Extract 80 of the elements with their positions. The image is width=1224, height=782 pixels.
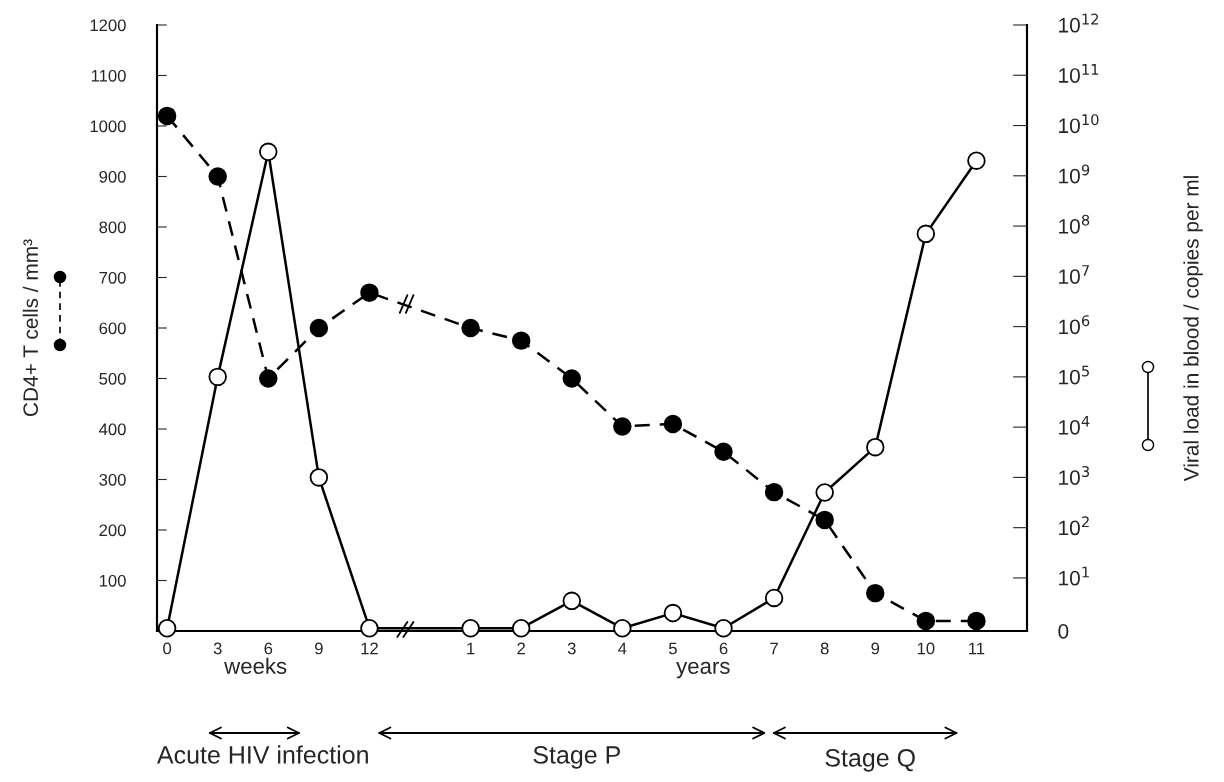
point: [461, 318, 480, 338]
text: Acute HIV infection: [156, 745, 368, 764]
y2-tick-label: 10$^{5}$: [1059, 365, 1089, 385]
y-tick-label: 200: [99, 524, 126, 537]
point: [916, 611, 936, 631]
point: [562, 369, 582, 388]
point: [714, 442, 733, 461]
text: Stage Q: [825, 749, 915, 772]
text: weeks: [224, 657, 287, 674]
point: [511, 618, 531, 638]
y2-tick-label: 10$^{8}$: [1059, 214, 1090, 234]
point: [208, 167, 227, 186]
point: [259, 142, 278, 162]
y2-tick-label: 10$^{10}$: [1059, 114, 1099, 134]
x-tick-label: 11: [969, 642, 985, 655]
x-tick-label: 3: [213, 642, 222, 655]
y2-tick-label: 0: [1058, 624, 1069, 639]
point: [511, 331, 531, 350]
x-tick-label: 3: [567, 642, 576, 655]
point: [208, 367, 227, 387]
y2-tick-label: 10$^{9}$: [1059, 164, 1090, 184]
y2-tick-label: 10$^{12}$: [1059, 13, 1099, 33]
y2-axis-title: Viral load in blood / copies per ml: [1183, 176, 1203, 482]
text: years: [676, 661, 730, 679]
x-tick-label: 12: [361, 642, 378, 655]
x-tick-label: 8: [820, 642, 829, 655]
point: [764, 482, 784, 502]
y2-tick-label: 10$^{3}$: [1059, 466, 1090, 485]
y-axis-title: CD4+ T cells / mm³: [22, 239, 39, 416]
y-tick-label: 1000: [90, 120, 126, 133]
point: [157, 106, 177, 126]
x-tick-label: 4: [618, 642, 627, 655]
point: [916, 224, 936, 244]
point: [967, 151, 986, 170]
y-tick-label: 500: [99, 372, 126, 385]
point: [866, 437, 885, 457]
point: [360, 283, 379, 302]
x-tick-label: 0: [163, 642, 172, 655]
x-tick-label: 9: [871, 642, 880, 655]
y-tick-label: 1200: [90, 19, 126, 32]
y-tick-label: 100: [99, 574, 126, 587]
point: [967, 611, 986, 631]
y-tick-label: 700: [99, 271, 126, 284]
x-tick-label: 10: [917, 642, 935, 655]
point: [259, 369, 278, 388]
y2-tick-label: 10$^{2}$: [1059, 516, 1089, 536]
point: [157, 618, 177, 638]
y-tick-label: 600: [99, 322, 126, 335]
point: [714, 618, 733, 638]
y-tick-label: 1100: [91, 69, 126, 82]
x-tick-label: 7: [770, 642, 778, 655]
y2-tick-label: 10$^{6}$: [1059, 315, 1090, 335]
y2-tick-label: 10$^{4}$: [1059, 415, 1090, 435]
x-tick-label: 2: [517, 642, 525, 655]
x-tick-label: 6: [264, 642, 273, 655]
point: [360, 618, 379, 638]
point: [461, 618, 480, 638]
point: [562, 591, 582, 611]
y-tick-label: 900: [99, 170, 126, 183]
y2-tick-label: 10$^{7}$: [1059, 265, 1089, 284]
point: [815, 483, 834, 502]
point: [815, 510, 834, 530]
y2-tick-label: 10$^{11}$: [1059, 64, 1099, 83]
y-tick-label: 400: [99, 423, 126, 436]
y-tick-label: 800: [99, 221, 126, 234]
point: [309, 318, 329, 338]
point: [613, 618, 632, 638]
point: [309, 468, 329, 487]
x-tick-label: 6: [719, 642, 728, 655]
text: Stage P: [533, 746, 620, 769]
point: [663, 414, 683, 434]
point: [613, 417, 632, 436]
y2-tick-label: 10$^{1}$: [1059, 566, 1089, 586]
x-tick-label: 1: [467, 642, 475, 655]
point: [866, 583, 885, 603]
x-tick-label: 9: [315, 642, 323, 655]
point: [663, 603, 683, 623]
y-tick-label: 300: [99, 473, 126, 486]
x-tick-label: 5: [668, 642, 677, 655]
point: [764, 588, 784, 608]
